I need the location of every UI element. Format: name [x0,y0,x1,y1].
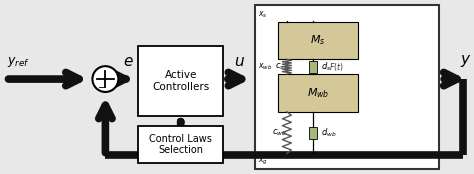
Text: $y_{ref}$: $y_{ref}$ [7,55,29,69]
Text: $M_s$: $M_s$ [310,33,326,47]
Text: $F(t)$: $F(t)$ [329,61,344,73]
Text: $u$: $u$ [234,55,245,69]
Text: $-$: $-$ [97,81,106,91]
Text: $e$: $e$ [123,55,134,69]
Text: $d_{wb}$: $d_{wb}$ [321,126,337,139]
Text: $x_{wb}$: $x_{wb}$ [258,62,272,72]
FancyBboxPatch shape [278,22,358,59]
Text: $c_{wb}$: $c_{wb}$ [273,127,287,138]
Text: Control Laws
Selection: Control Laws Selection [149,134,212,155]
FancyBboxPatch shape [255,5,439,169]
Text: Active
Controllers: Active Controllers [152,70,210,92]
Text: $c_s$: $c_s$ [275,61,285,72]
Text: $M_{wb}$: $M_{wb}$ [307,86,329,100]
Text: $x_g$: $x_g$ [258,155,268,167]
FancyBboxPatch shape [138,46,223,116]
Text: $d_s$: $d_s$ [321,60,331,73]
FancyBboxPatch shape [309,127,317,139]
FancyBboxPatch shape [309,61,317,73]
Text: $y$: $y$ [459,53,471,69]
FancyBboxPatch shape [138,126,223,163]
Circle shape [92,66,118,92]
Text: $x_s$: $x_s$ [258,9,267,19]
FancyBboxPatch shape [278,74,358,112]
